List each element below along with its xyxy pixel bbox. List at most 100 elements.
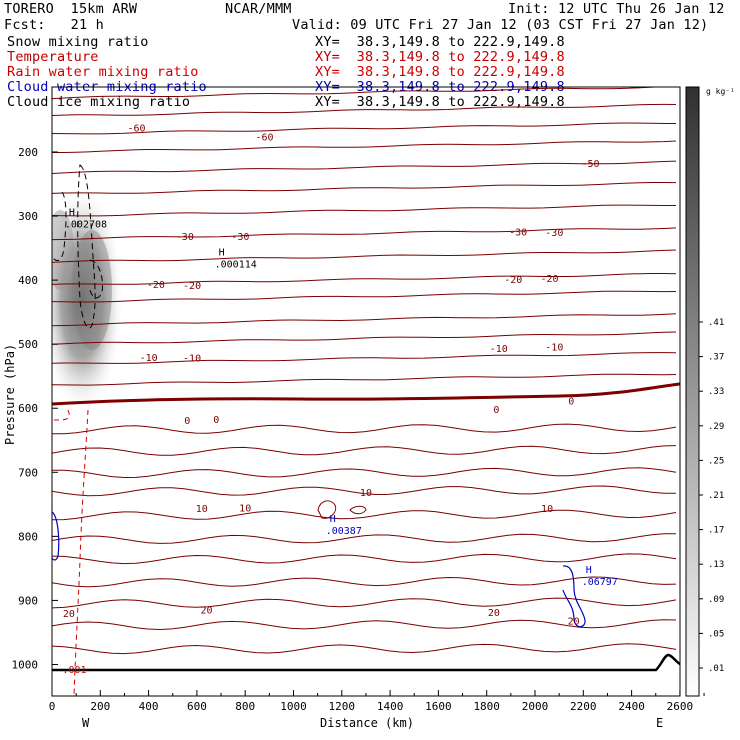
x-tick-label: 200 — [90, 700, 110, 713]
y-tick-label: 500 — [18, 338, 38, 351]
isotherm — [52, 227, 677, 241]
organization-label: NCAR/MMM — [225, 1, 292, 17]
x-axis: 0 200 400 600 800 1000 1200 1400 1600 1800 2000 220… — [49, 690, 705, 713]
y-axis-label: Pressure (hPa) — [3, 344, 17, 445]
isotherm — [52, 87, 667, 100]
x-axis-label: Distance (km) — [320, 716, 414, 730]
y-tick-label: 800 — [18, 530, 38, 543]
temperature-label: -30 — [176, 232, 194, 243]
isotherm — [52, 445, 677, 456]
colorbar-tick-label: .13 — [708, 560, 724, 570]
x-tick-label: 1400 — [377, 700, 404, 713]
cloud-water-contour — [562, 565, 586, 628]
valid-time: Valid: 09 UTC Fri 27 Jan 12 (03 CST Fri … — [292, 17, 709, 33]
temperature-label: 10 — [360, 488, 372, 499]
colorbar-tick-label: .37 — [708, 353, 724, 363]
colorbar-unit: g kg⁻¹ — [706, 87, 735, 96]
x-tick-label: 0 — [49, 700, 56, 713]
temperature-label: 0 — [213, 415, 219, 426]
field-label-cloud-water: Cloud water mixing ratio — [7, 79, 207, 95]
temperature-label: 20 — [63, 609, 75, 620]
temperature-label: 0 — [568, 397, 574, 408]
x-tick-label: 1200 — [329, 700, 356, 713]
temperature-label: 10 — [239, 504, 251, 515]
field-label-rain: Rain water mixing ratio — [7, 64, 199, 80]
temperature-label: -20 — [183, 281, 201, 292]
isotherm — [52, 122, 676, 135]
temperature-label: -30 — [545, 228, 563, 239]
isotherm — [52, 643, 677, 655]
temperature-label: -60 — [255, 133, 273, 144]
temperature-label: 20 — [488, 608, 500, 619]
y-tick-label: 200 — [18, 146, 38, 159]
colorbar-tick-label: .41 — [708, 318, 724, 328]
colorbar-tick-label: .21 — [708, 491, 724, 501]
isotherm — [52, 423, 677, 435]
extremum-mark: H — [330, 514, 336, 525]
isotherm — [52, 331, 677, 345]
field-label-snow: Snow mixing ratio — [7, 34, 149, 50]
x-axis-west: W — [82, 716, 90, 730]
isotherm — [52, 313, 677, 327]
x-tick-label: 2000 — [522, 700, 549, 713]
temperature-label: 0 — [493, 405, 499, 416]
temperature-label: -10 — [183, 354, 201, 365]
isotherm — [52, 140, 677, 153]
isotherm — [52, 576, 677, 588]
isotherm — [52, 373, 677, 386]
isotherm — [52, 533, 677, 544]
temperature-label: -20 — [504, 275, 522, 286]
freezing-level-isotherm — [52, 382, 680, 406]
isotherm — [52, 182, 677, 194]
plot-area — [52, 87, 680, 696]
cloud-water-contour — [52, 511, 60, 561]
colorbar-tick-label: .17 — [708, 526, 724, 536]
isotherm — [52, 485, 676, 497]
y-tick-label: 400 — [18, 274, 38, 287]
x-tick-label: 1600 — [425, 700, 452, 713]
isotherm-closed — [317, 500, 337, 519]
cloud-ice-contour — [77, 164, 96, 329]
extremum-mark: H — [219, 247, 225, 258]
extremum-value: .002708 — [65, 220, 107, 231]
x-tick-label: 800 — [235, 700, 255, 713]
isotherm — [52, 290, 677, 303]
forecast-hour: Fcst: 21 h — [4, 17, 104, 33]
extremum-value: .00387 — [326, 526, 362, 537]
colorbar-tick-label: .25 — [708, 456, 724, 466]
rain-water-contour — [53, 409, 89, 696]
x-tick-label: 1800 — [473, 700, 500, 713]
temperature-label: 10 — [196, 504, 208, 515]
isotherm — [52, 619, 677, 631]
temperature-label: 20 — [568, 616, 580, 627]
isotherm — [52, 509, 677, 521]
field-xy-rain: XY= 38.3,149.8 to 222.9,149.8 — [315, 64, 565, 80]
isotherm — [52, 249, 677, 263]
x-tick-label: 2200 — [570, 700, 597, 713]
field-label-temperature: Temperature — [7, 49, 99, 65]
extremum-value: .06797 — [582, 577, 618, 588]
temperature-label: 0 — [184, 416, 190, 427]
temperature-label: -20 — [540, 274, 558, 285]
y-axis: 200 300 400 500 600 700 800 900 1000 — [12, 146, 58, 671]
temperature-label: -10 — [545, 343, 563, 354]
isotherm — [52, 352, 677, 364]
init-time: Init: 12 UTC Thu 26 Jan 12 — [508, 1, 725, 17]
isotherm — [52, 597, 677, 609]
x-tick-label: 1000 — [280, 700, 307, 713]
extremum-value: .000114 — [215, 259, 257, 270]
colorbar-tick-label: .01 — [708, 664, 724, 674]
colorbar-tick-label: .29 — [708, 422, 724, 432]
extremum-value: .001 — [62, 665, 86, 676]
model-title: TORERO 15km ARW — [4, 1, 138, 17]
isotherm — [52, 553, 677, 565]
y-tick-label: 600 — [18, 402, 38, 415]
temperature-label: 20 — [201, 605, 213, 616]
field-xy-snow: XY= 38.3,149.8 to 222.9,149.8 — [315, 34, 565, 50]
x-tick-label: 600 — [187, 700, 207, 713]
snow-shading-upper — [52, 210, 74, 290]
temperature-label: 10 — [541, 504, 553, 515]
y-tick-label: 700 — [18, 466, 38, 479]
temperature-label: -10 — [140, 353, 158, 364]
